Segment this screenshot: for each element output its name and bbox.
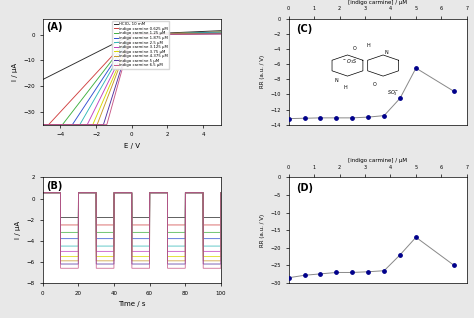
Point xyxy=(380,268,388,273)
Text: H: H xyxy=(344,85,347,90)
X-axis label: [indigo carmine] / μM: [indigo carmine] / μM xyxy=(348,0,407,5)
Point xyxy=(396,252,404,257)
Point xyxy=(301,116,309,121)
X-axis label: Time / s: Time / s xyxy=(118,301,146,307)
Y-axis label: RR (a.u. / V): RR (a.u. / V) xyxy=(260,55,265,88)
Point xyxy=(348,115,356,121)
Point xyxy=(348,270,356,275)
Point xyxy=(285,116,292,121)
X-axis label: E / V: E / V xyxy=(124,143,140,149)
Point xyxy=(412,66,420,71)
Point xyxy=(450,263,458,268)
Point xyxy=(396,96,404,101)
Point xyxy=(380,113,388,118)
Text: (B): (B) xyxy=(46,181,63,190)
Y-axis label: I / μA: I / μA xyxy=(15,221,21,239)
Point xyxy=(317,115,324,121)
Text: N: N xyxy=(335,78,338,83)
Text: $^-O_3S$: $^-O_3S$ xyxy=(342,57,357,66)
Point xyxy=(333,270,340,275)
Point xyxy=(285,275,292,280)
Text: N: N xyxy=(385,50,389,55)
Legend: HClO₄ 10 mM, indigo carmine 0.625 μM, indigo carmine 1.25 μM, indigo carmine 1.8: HClO₄ 10 mM, indigo carmine 0.625 μM, in… xyxy=(112,21,169,69)
Point xyxy=(365,114,372,120)
Text: O: O xyxy=(372,82,376,87)
Text: O: O xyxy=(353,46,356,51)
Y-axis label: I / μA: I / μA xyxy=(12,63,18,81)
Text: H: H xyxy=(367,43,371,48)
Y-axis label: RR (a.u. / V): RR (a.u. / V) xyxy=(260,214,265,247)
Point xyxy=(450,89,458,94)
Point xyxy=(365,269,372,274)
Point xyxy=(301,273,309,278)
Text: (D): (D) xyxy=(296,183,313,193)
Text: (C): (C) xyxy=(296,24,312,34)
X-axis label: [indigo carmine] / μM: [indigo carmine] / μM xyxy=(348,158,407,163)
Point xyxy=(333,115,340,121)
Text: $SO_3^-$: $SO_3^-$ xyxy=(387,88,399,98)
Point xyxy=(412,235,420,240)
Text: (A): (A) xyxy=(46,22,63,32)
Point xyxy=(317,271,324,276)
